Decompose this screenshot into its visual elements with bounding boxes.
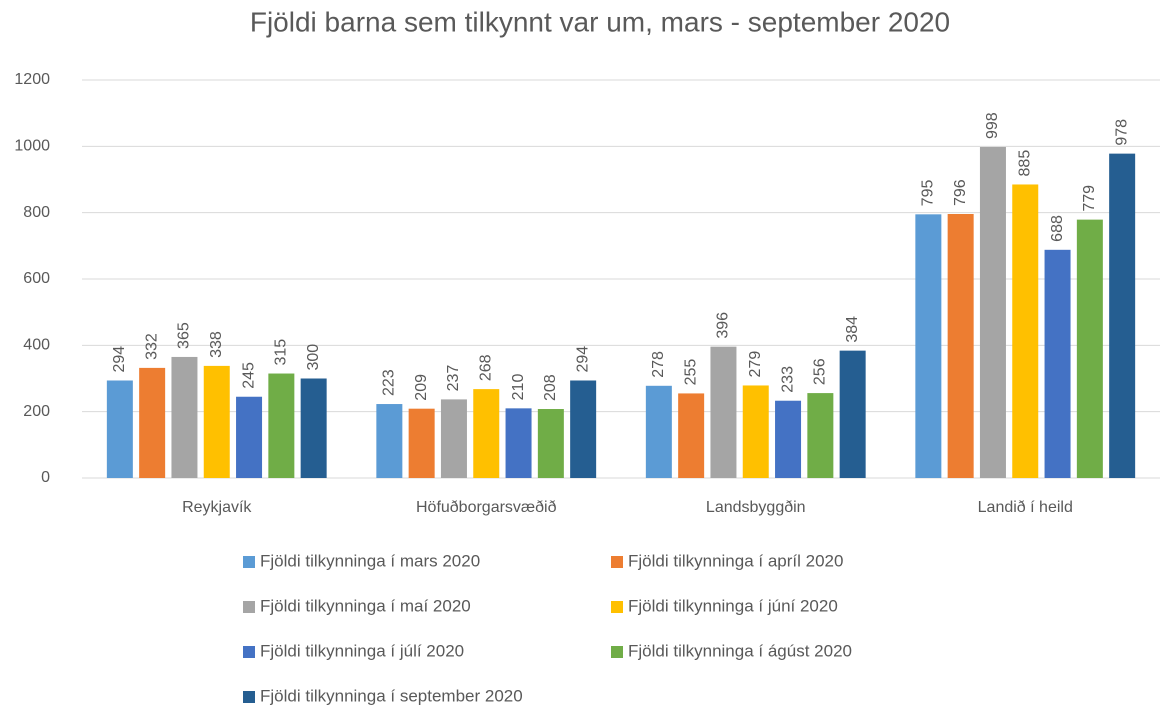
y-tick-label: 0: [41, 469, 50, 486]
y-tick-label: 1200: [14, 71, 50, 88]
data-label: 315: [273, 339, 290, 366]
data-label: 245: [240, 362, 257, 389]
data-label: 294: [574, 346, 591, 373]
bar: [268, 373, 295, 478]
data-label: 294: [111, 346, 128, 373]
bar: [979, 146, 1006, 478]
legend-swatch: [243, 691, 255, 703]
y-tick-label: 1000: [14, 138, 50, 155]
bar: [1076, 219, 1103, 479]
data-label: 332: [143, 333, 160, 360]
data-label: 688: [1049, 215, 1066, 242]
bar: [645, 385, 672, 478]
bar: [839, 350, 866, 478]
bar: [408, 408, 435, 478]
legend-label: Fjöldi tilkynninga í mars 2020: [260, 551, 480, 570]
bar: [203, 365, 230, 478]
data-label: 268: [477, 354, 494, 381]
y-tick-label: 400: [23, 337, 50, 354]
bar: [742, 385, 769, 478]
bar: [139, 367, 166, 478]
bar: [376, 404, 403, 478]
legend-label: Fjöldi tilkynninga í maí 2020: [260, 596, 471, 615]
data-label: 223: [381, 369, 398, 396]
data-label: 978: [1113, 119, 1130, 146]
bar: [915, 214, 942, 478]
bar: [505, 408, 532, 478]
data-label: 795: [920, 180, 937, 207]
bar: [710, 346, 737, 478]
data-label: 279: [747, 351, 764, 378]
bar: [106, 380, 133, 478]
bar: [1012, 184, 1039, 478]
chart-title: Fjöldi barna sem tilkynnt var um, mars -…: [250, 6, 950, 37]
legend-label: Fjöldi tilkynninga í ágúst 2020: [628, 641, 852, 660]
bar: [440, 399, 467, 478]
y-tick-label: 800: [23, 204, 50, 221]
bar: [236, 396, 263, 478]
bar: [300, 378, 327, 478]
bar: [570, 380, 597, 478]
bar: [1044, 249, 1071, 478]
data-label: 365: [176, 322, 193, 349]
bar: [807, 393, 834, 478]
data-label: 210: [510, 374, 527, 401]
bar: [947, 213, 974, 478]
legend-label: Fjöldi tilkynninga í apríl 2020: [628, 551, 843, 570]
bar: [171, 356, 198, 478]
legend-swatch: [243, 646, 255, 658]
y-tick-label: 600: [23, 270, 50, 287]
data-label: 998: [984, 112, 1001, 139]
bar: [537, 409, 564, 478]
legend-label: Fjöldi tilkynninga í júní 2020: [628, 596, 838, 615]
bar: [775, 400, 802, 478]
y-tick-label: 200: [23, 403, 50, 420]
legend-swatch: [611, 601, 623, 613]
data-label: 256: [812, 358, 829, 385]
data-label: 233: [779, 366, 796, 393]
legend-label: Fjöldi tilkynninga í júlí 2020: [260, 641, 464, 660]
data-label: 338: [208, 331, 225, 358]
data-label: 779: [1081, 185, 1098, 212]
legend-label: Fjöldi tilkynninga í september 2020: [260, 686, 523, 705]
data-label: 255: [682, 359, 699, 386]
data-label: 278: [650, 351, 667, 378]
legend-swatch: [611, 646, 623, 658]
legend-swatch: [243, 601, 255, 613]
bar: [1109, 153, 1136, 478]
data-label: 796: [952, 179, 969, 206]
bar: [678, 393, 705, 478]
data-label: 885: [1016, 150, 1033, 177]
x-tick-label: Höfuðborgarsvæðið: [416, 499, 557, 516]
data-label: 384: [844, 316, 861, 343]
data-label: 237: [445, 365, 462, 392]
data-label: 208: [542, 374, 559, 401]
x-tick-label: Landsbyggðin: [706, 499, 806, 516]
x-tick-label: Landið í heild: [978, 499, 1073, 516]
data-label: 300: [305, 344, 322, 371]
x-tick-label: Reykjavík: [182, 499, 252, 516]
legend-swatch: [243, 556, 255, 568]
data-label: 209: [413, 374, 430, 401]
bar: [473, 389, 500, 478]
legend-swatch: [611, 556, 623, 568]
data-label: 396: [715, 312, 732, 339]
